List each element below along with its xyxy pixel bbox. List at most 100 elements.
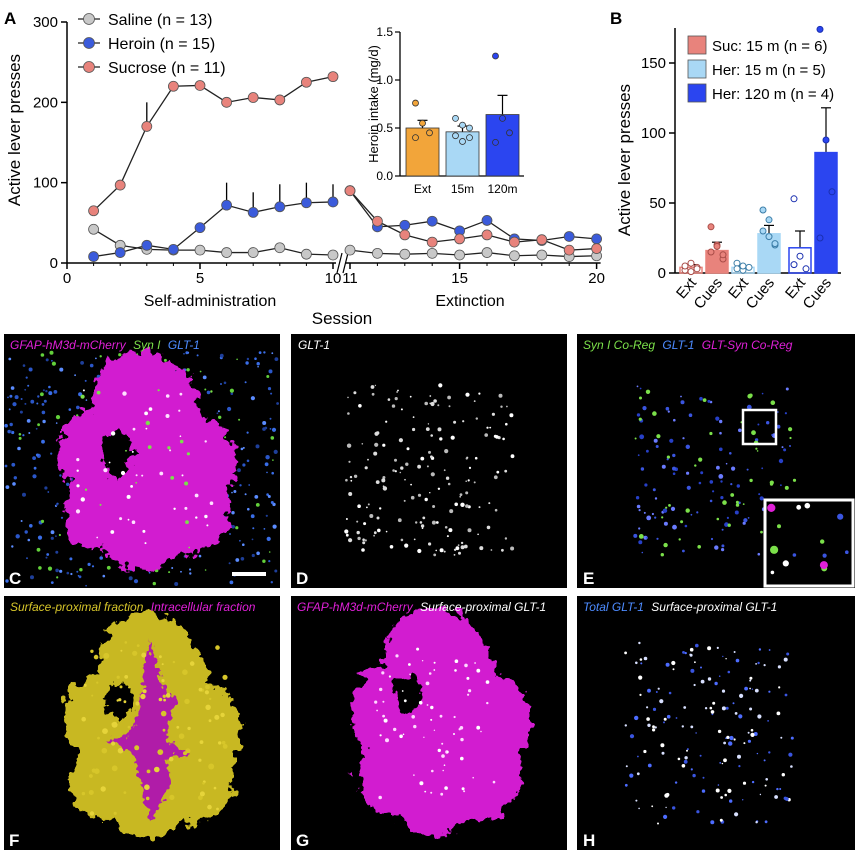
spot: [267, 387, 272, 391]
spot: [682, 549, 685, 553]
spot: [392, 469, 395, 472]
spot: [364, 539, 367, 542]
spot: [820, 539, 825, 544]
spot: [734, 812, 739, 817]
spot: [668, 504, 671, 507]
spot: [660, 553, 664, 557]
spot: [247, 507, 250, 511]
spot: [24, 402, 27, 405]
spot: [484, 433, 489, 437]
spot: [690, 725, 694, 729]
g-spots: [374, 647, 496, 800]
ai-point: [492, 138, 499, 146]
spot: [199, 791, 205, 797]
spot: [26, 557, 28, 560]
spot: [123, 700, 127, 704]
spot: [40, 392, 44, 397]
spot: [761, 392, 764, 395]
g-title-part-1: GFAP-hM3d-mCherry: [297, 600, 414, 614]
spot: [723, 741, 726, 745]
spot: [763, 664, 766, 667]
b-point: [733, 265, 741, 273]
spot: [45, 556, 48, 559]
spot: [267, 495, 271, 498]
spot: [379, 507, 382, 510]
spot: [661, 751, 665, 755]
spot: [475, 417, 478, 420]
spot: [84, 379, 87, 382]
spot: [668, 691, 672, 695]
panel-letter-d: D: [296, 569, 308, 588]
spot: [735, 658, 740, 663]
spot: [170, 476, 175, 480]
spot: [657, 822, 659, 825]
e-title-part-1: Syn I Co-Reg: [583, 338, 655, 352]
spot: [715, 416, 720, 421]
spot: [433, 553, 437, 557]
spot: [453, 554, 456, 556]
ai-point: [419, 119, 426, 127]
spot: [264, 462, 269, 467]
spot: [76, 570, 79, 573]
spot: [216, 412, 219, 415]
spot: [254, 495, 259, 499]
spot: [435, 521, 439, 524]
spot: [55, 503, 58, 506]
spot: [60, 516, 64, 519]
spot: [486, 525, 491, 530]
h-title: Total GLT-1 Surface-proximal GLT-1: [583, 600, 777, 614]
a-point-sucrose: [221, 96, 233, 108]
a-ytick-label: 200: [33, 94, 58, 111]
spot: [374, 700, 378, 704]
spot: [76, 469, 79, 472]
spot: [131, 520, 136, 524]
spot: [444, 786, 448, 790]
spot: [459, 493, 463, 496]
spot: [378, 795, 383, 800]
f-title: Surface-proximal fraction Intracellular …: [10, 600, 256, 614]
spot: [144, 784, 150, 790]
f-title-part-1: Surface-proximal fraction: [10, 600, 144, 614]
spot: [272, 459, 274, 461]
spot: [504, 537, 508, 540]
spot: [373, 534, 375, 537]
spot: [196, 354, 199, 357]
spot: [169, 794, 175, 801]
spot: [274, 357, 279, 361]
spot: [134, 745, 140, 751]
a-line-sucrose-sa: [93, 75, 334, 212]
spot: [220, 383, 222, 385]
a-point-heroin: [481, 215, 493, 226]
a-point-heroin: [591, 233, 602, 245]
a-point-heroin: [247, 206, 259, 218]
spot: [266, 375, 270, 378]
spot: [453, 733, 455, 735]
spot: [171, 567, 174, 569]
spot: [717, 729, 722, 734]
spot: [767, 503, 776, 512]
spot: [8, 408, 11, 411]
spot: [124, 641, 128, 644]
b-legend-label: Suc: 15 m (n = 6): [712, 38, 827, 55]
spot: [666, 458, 669, 461]
spot: [796, 504, 802, 510]
spot: [437, 748, 441, 753]
spot: [683, 759, 688, 764]
panel-a-chart: A 0 100 200 300 0 5 10 11 15 20 Saline (n = 13) He…: [4, 9, 605, 328]
spot: [409, 395, 412, 398]
spot: [751, 688, 754, 690]
spot: [362, 538, 365, 541]
spot: [700, 471, 704, 475]
spot: [425, 427, 430, 431]
spot: [661, 516, 664, 519]
spot: [410, 495, 415, 500]
spot: [734, 712, 738, 715]
spot: [218, 415, 222, 419]
spot: [638, 534, 644, 539]
spot: [246, 431, 249, 434]
spot: [790, 765, 793, 768]
spot: [391, 404, 396, 408]
b-point: [707, 248, 715, 256]
micrograph-h: Total GLT-1 Surface-proximal GLT-1 H: [577, 596, 855, 850]
spot: [727, 523, 731, 527]
